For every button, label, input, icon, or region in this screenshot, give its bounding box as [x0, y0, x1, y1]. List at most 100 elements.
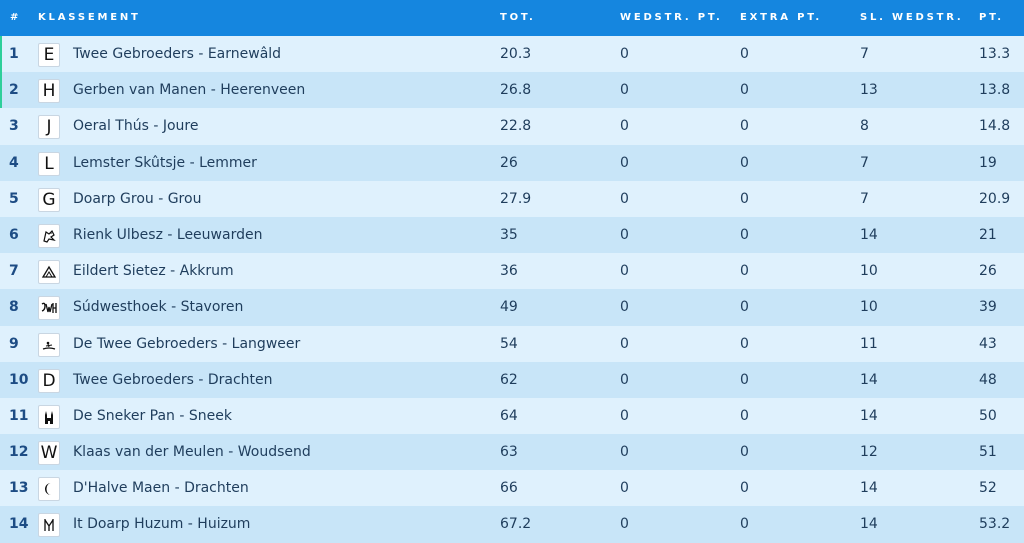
- wedstr-pt-cell: 0: [620, 226, 629, 243]
- table-row[interactable]: 10 D Twee Gebroeders - Drachten 62 0 0 14 48: [0, 361, 1024, 398]
- extra-pt-cell: 0: [740, 480, 749, 497]
- tot-cell: 54: [500, 335, 518, 352]
- crescent-moon-icon: [38, 477, 60, 502]
- table-row[interactable]: 3 J Oeral Thús - Joure 22.8 0 0 8 14.8: [0, 108, 1024, 145]
- pt-cell: 53.2: [979, 516, 1011, 533]
- sl-wedstr-cell: 14: [860, 480, 878, 497]
- pt-cell: 43: [979, 335, 997, 352]
- team-name: Súdwesthoek - Stavoren: [73, 299, 244, 316]
- team-name: Doarp Grou - Grou: [73, 190, 202, 207]
- extra-pt-cell: 0: [740, 516, 749, 533]
- table-row[interactable]: 1 E Twee Gebroeders - Earnewâld 20.3 0 0 7 13.3: [0, 36, 1024, 73]
- table-row[interactable]: 9 De Twee Gebroeders - Langweer 54 0 0 11 43: [0, 325, 1024, 362]
- wedstr-pt-cell: 0: [620, 82, 629, 99]
- tot-cell: 26: [500, 154, 518, 171]
- letter-g-icon: G: [38, 187, 60, 212]
- pt-cell: 48: [979, 371, 997, 388]
- sl-wedstr-cell: 7: [860, 154, 869, 171]
- table-row[interactable]: 5 G Doarp Grou - Grou 27.9 0 0 7 20.9: [0, 180, 1024, 217]
- pt-cell: 20.9: [979, 190, 1011, 207]
- team-name: Twee Gebroeders - Drachten: [73, 371, 273, 388]
- tot-cell: 35: [500, 226, 518, 243]
- wedstr-pt-cell: 0: [620, 335, 629, 352]
- tot-cell: 22.8: [500, 118, 532, 135]
- tot-cell: 67.2: [500, 516, 532, 533]
- tot-cell: 66: [500, 480, 518, 497]
- table-row[interactable]: 4 L Lemster Skûtsje - Lemmer 26 0 0 7 19: [0, 144, 1024, 181]
- wedstr-pt-cell: 0: [620, 407, 629, 424]
- table-row[interactable]: 12 W Klaas van der Meulen - Woudsend 63 0 0 12…: [0, 434, 1024, 471]
- col-pt-header: PT.: [979, 12, 1004, 23]
- qualification-marker: [0, 72, 2, 109]
- extra-pt-cell: 0: [740, 444, 749, 461]
- sl-wedstr-cell: 8: [860, 118, 869, 135]
- sl-wedstr-cell: 12: [860, 444, 878, 461]
- team-name: Eildert Sietez - Akkrum: [73, 263, 234, 280]
- team-name: Rienk Ulbesz - Leeuwarden: [73, 226, 263, 243]
- extra-pt-cell: 0: [740, 299, 749, 316]
- rank-cell: 11: [9, 407, 29, 424]
- rank-cell: 14: [9, 516, 29, 533]
- wedstr-pt-cell: 0: [620, 371, 629, 388]
- sl-wedstr-cell: 14: [860, 371, 878, 388]
- extra-pt-cell: 0: [740, 263, 749, 280]
- extra-pt-cell: 0: [740, 190, 749, 207]
- extra-pt-cell: 0: [740, 118, 749, 135]
- col-sl-wedstr-header: SL. WEDSTR.: [860, 12, 964, 23]
- extra-pt-cell: 0: [740, 407, 749, 424]
- tot-cell: 36: [500, 263, 518, 280]
- table-row[interactable]: 13 D'Halve Maen - Drachten 66 0 0 14 52: [0, 470, 1024, 507]
- rank-cell: 5: [9, 190, 19, 207]
- wedstr-pt-cell: 0: [620, 190, 629, 207]
- rower-icon: [38, 332, 60, 357]
- col-klassement-header: KLASSEMENT: [38, 12, 141, 23]
- table-row[interactable]: 8 Súdwesthoek - Stavoren 49 0 0 10 39: [0, 289, 1024, 326]
- triangle-mountain-icon: [38, 260, 60, 285]
- rank-cell: 8: [9, 299, 19, 316]
- extra-pt-cell: 0: [740, 371, 749, 388]
- team-name: Gerben van Manen - Heerenveen: [73, 82, 306, 99]
- letter-w-icon: W: [38, 441, 60, 466]
- rank-cell: 3: [9, 118, 19, 135]
- sl-wedstr-cell: 7: [860, 46, 869, 62]
- pt-cell: 26: [979, 263, 997, 280]
- rank-cell: 9: [9, 335, 19, 352]
- letter-e-icon: E: [38, 43, 60, 67]
- tot-cell: 49: [500, 299, 518, 316]
- team-name: De Sneker Pan - Sneek: [73, 407, 232, 424]
- rank-cell: 13: [9, 480, 29, 497]
- pt-cell: 51: [979, 444, 997, 461]
- table-row[interactable]: 6 Rienk Ulbesz - Leeuwarden 35 0 0 14 21: [0, 216, 1024, 254]
- pt-cell: 50: [979, 407, 997, 424]
- table-row[interactable]: 11 De Sneker Pan - Sneek 64 0 0 14 50: [0, 397, 1024, 435]
- wedstr-pt-cell: 0: [620, 263, 629, 280]
- wedstr-pt-cell: 0: [620, 154, 629, 171]
- wedstr-pt-cell: 0: [620, 516, 629, 533]
- tot-cell: 62: [500, 371, 518, 388]
- team-name: Twee Gebroeders - Earnewâld: [73, 46, 282, 62]
- pt-cell: 19: [979, 154, 997, 171]
- rank-cell: 6: [9, 226, 19, 243]
- team-name: De Twee Gebroeders - Langweer: [73, 335, 301, 352]
- tot-cell: 63: [500, 444, 518, 461]
- extra-pt-cell: 0: [740, 46, 749, 62]
- letter-d-icon: D: [38, 368, 60, 393]
- wedstr-pt-cell: 0: [620, 299, 629, 316]
- wedstr-pt-cell: 0: [620, 118, 629, 135]
- table-row[interactable]: 14 It Doarp Huzum - Huizum 67.2 0 0 14 53.2: [0, 506, 1024, 543]
- pt-cell: 14.8: [979, 118, 1011, 135]
- wedstr-pt-cell: 0: [620, 46, 629, 62]
- col-wedstr-pt-header: WEDSTR. PT.: [620, 12, 723, 23]
- table-row[interactable]: 7 Eildert Sietez - Akkrum 36 0 0 10 26: [0, 253, 1024, 290]
- table-row[interactable]: 2 H Gerben van Manen - Heerenveen 26.8 0 0 13 1…: [0, 72, 1024, 109]
- team-name: Oeral Thús - Joure: [73, 118, 199, 135]
- swh-monogram-icon: [38, 296, 60, 321]
- extra-pt-cell: 0: [740, 335, 749, 352]
- team-name: Lemster Skûtsje - Lemmer: [73, 154, 257, 171]
- col-tot-header: TOT.: [500, 12, 536, 23]
- pt-cell: 13.3: [979, 46, 1011, 62]
- tot-cell: 26.8: [500, 82, 532, 99]
- rank-cell: 4: [9, 154, 19, 171]
- col-rank-header: #: [10, 12, 22, 23]
